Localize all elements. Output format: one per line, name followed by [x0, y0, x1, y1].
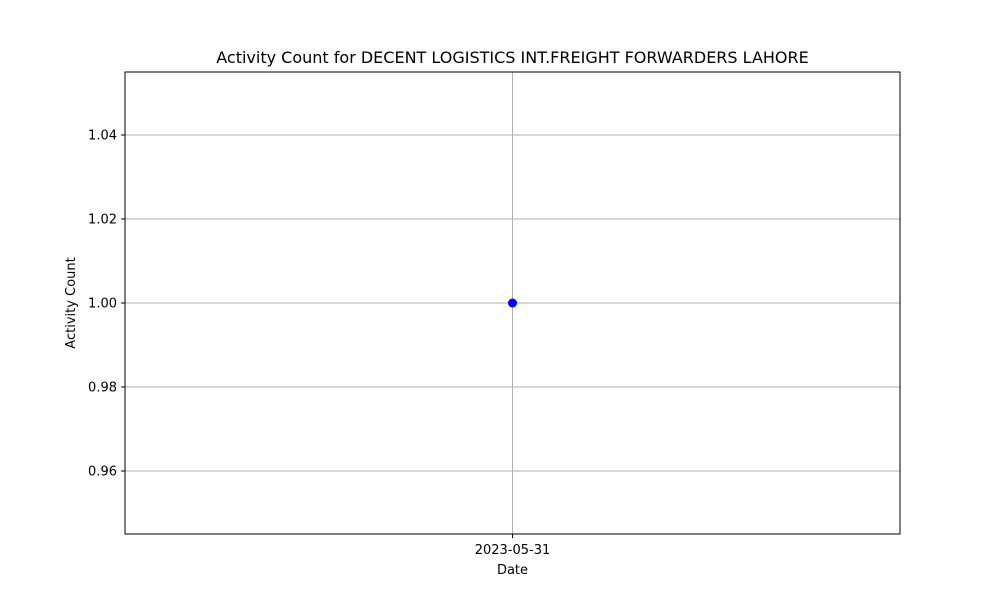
y-tick-label: 1.02	[88, 213, 117, 228]
x-tick-label: 2023-05-31	[475, 543, 551, 558]
y-tick-label: 0.96	[88, 465, 117, 480]
x-ticks: 2023-05-31	[475, 534, 551, 558]
y-tick-label: 1.00	[88, 297, 117, 312]
y-tick-label: 0.98	[88, 381, 117, 396]
chart-title: Activity Count for DECENT LOGISTICS INT.…	[216, 48, 809, 67]
y-ticks: 0.96 0.98 1.00 1.02 1.04	[88, 129, 125, 480]
y-tick-label: 1.04	[88, 129, 117, 144]
y-axis-label: Activity Count	[64, 257, 79, 348]
data-point	[508, 298, 517, 308]
series-layer	[508, 298, 517, 308]
x-axis-label: Date	[497, 563, 528, 578]
